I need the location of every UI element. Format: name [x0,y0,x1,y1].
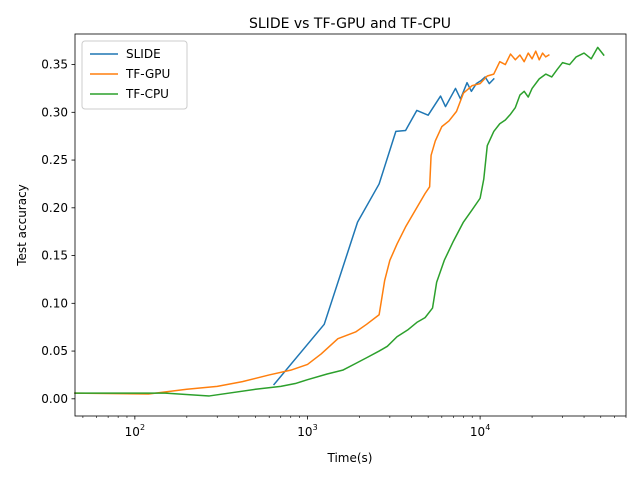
legend-label-1: TF-GPU [125,67,170,81]
y-axis-label: Test accuracy [15,184,29,267]
series-line-0 [272,76,495,386]
chart-title: SLIDE vs TF-GPU and TF-CPU [249,16,451,32]
x-tick-exponent: 3 [313,423,318,432]
y-tick-label: 0.30 [41,105,68,119]
series-line-1 [74,50,550,395]
y-tick-label: 0.05 [41,344,68,358]
x-tick-base: 10 [125,425,140,439]
x-tick-label: 102 [125,423,145,439]
y-tick-label: 0.10 [41,296,68,310]
x-tick-label: 103 [297,423,317,439]
x-tick-exponent: 4 [485,423,490,432]
series-line-2 [74,46,605,397]
x-axis: 102 103 104 [82,416,627,439]
legend-label-0: SLIDE [126,47,161,61]
legend-label-2: TF-CPU [125,87,169,101]
x-tick-base: 10 [297,425,312,439]
x-tick-base: 10 [470,425,485,439]
y-tick-label: 0.35 [41,58,68,72]
y-tick-label: 0.20 [41,201,68,215]
x-tick-exponent: 2 [140,423,145,432]
y-tick-label: 0.25 [41,153,68,167]
y-axis: 0.00 0.05 0.10 0.15 0.20 0.25 0.30 0.35 [41,58,75,406]
plot-series [74,46,605,397]
y-tick-label: 0.00 [41,392,68,406]
legend-box [81,40,188,110]
y-tick-label: 0.15 [41,249,68,263]
x-tick-label: 104 [470,423,490,439]
x-axis-label: Time(s) [327,451,373,465]
legend: SLIDE TF-GPU TF-CPU [81,40,188,110]
plot-frame [74,33,627,417]
